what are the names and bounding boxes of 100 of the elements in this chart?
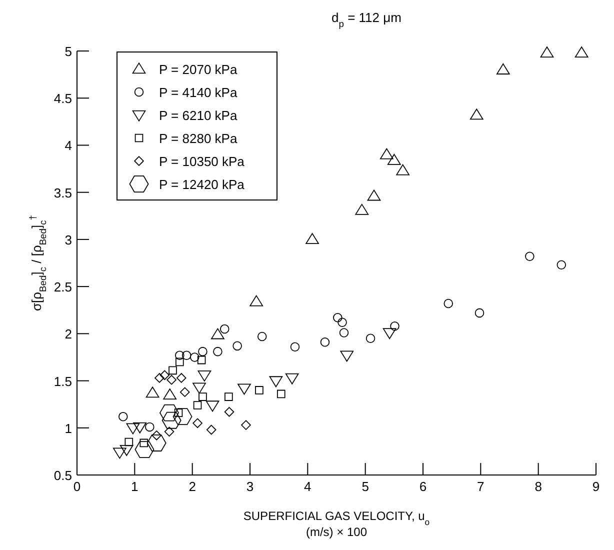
- point: [290, 342, 300, 352]
- point: [140, 438, 148, 448]
- point: [382, 328, 396, 340]
- point: [474, 308, 484, 318]
- point: [241, 420, 251, 430]
- point: [367, 190, 381, 201]
- point: [146, 386, 160, 398]
- y-tick-label: 2: [64, 326, 72, 342]
- y-tick-label: 1: [64, 420, 72, 436]
- point: [556, 260, 566, 270]
- point: [145, 422, 154, 432]
- x-tick-label: 6: [419, 479, 427, 494]
- point: [232, 341, 242, 351]
- legend-label: P = 6210 kPa: [159, 108, 238, 123]
- point: [525, 252, 534, 262]
- legend-label: P = 4140 kPa: [159, 85, 238, 100]
- point: [176, 373, 186, 383]
- point: [333, 313, 342, 322]
- point: [366, 334, 376, 344]
- x-tick-label: 0: [73, 479, 81, 494]
- point: [320, 338, 330, 347]
- point: [133, 422, 147, 434]
- point: [154, 373, 164, 383]
- legend-label: P = 8280 kPa: [159, 131, 238, 146]
- point: [390, 322, 400, 331]
- point: [238, 384, 251, 395]
- point: [338, 318, 347, 327]
- point: [339, 328, 349, 338]
- legend-label: P = 2070 kPa: [159, 62, 238, 77]
- y-tick-label: 3: [64, 232, 72, 248]
- point: [396, 164, 410, 176]
- point: [198, 346, 208, 356]
- point: [192, 418, 202, 428]
- x-tick-label: 4: [304, 479, 312, 494]
- point: [355, 204, 369, 215]
- point: [224, 406, 234, 417]
- point: [206, 400, 220, 412]
- y-tick-label: 2.5: [54, 280, 72, 295]
- point: [285, 373, 299, 384]
- point: [124, 438, 134, 446]
- point: [496, 63, 510, 74]
- x-tick-label: 5: [362, 479, 369, 494]
- point: [160, 404, 179, 422]
- point: [197, 356, 206, 364]
- point: [162, 412, 182, 429]
- point: [220, 324, 230, 334]
- y-tick-label: 4.5: [54, 91, 72, 106]
- chart-title: d$_{p}$ = 112 μm: [332, 10, 402, 29]
- point: [164, 426, 174, 437]
- point: [444, 298, 454, 308]
- point: [470, 108, 484, 120]
- point: [257, 332, 267, 342]
- point: [120, 444, 134, 456]
- point: [168, 366, 177, 375]
- text: SUPERFICIAL GAS VELOCITY, u$_{o}$ (m/s) × 100: [243, 509, 430, 539]
- x-tick-label: 9: [592, 479, 600, 494]
- x-tick-label: 3: [246, 479, 254, 494]
- x-tick-label: 7: [477, 479, 484, 494]
- point: [211, 328, 224, 340]
- x-tick-label: 1: [131, 479, 138, 494]
- y-tick-label: 5: [64, 44, 72, 59]
- point: [255, 386, 264, 394]
- point: [250, 295, 264, 306]
- point: [192, 382, 206, 394]
- point: [306, 233, 319, 244]
- point: [175, 358, 184, 366]
- point: [574, 46, 588, 58]
- point: [172, 408, 192, 426]
- point: [198, 370, 212, 382]
- point: [380, 148, 394, 160]
- point: [112, 448, 126, 459]
- point: [126, 423, 140, 434]
- point: [175, 350, 184, 360]
- y-tick-label: 0.5: [54, 468, 72, 483]
- point: [276, 390, 286, 398]
- legend-label: P = 10350 kPa: [159, 154, 246, 169]
- point: [160, 370, 170, 380]
- x-tick-label: 2: [188, 479, 196, 494]
- point: [146, 434, 166, 452]
- point: [224, 392, 233, 401]
- point: [198, 392, 207, 401]
- point: [213, 346, 222, 356]
- point: [540, 46, 554, 58]
- y-tick-label: 1.5: [54, 374, 72, 389]
- y-tick-label: 3.5: [54, 185, 72, 200]
- point: [269, 376, 283, 388]
- legend-label: P = 12420 kPa: [159, 177, 246, 192]
- point: [118, 412, 128, 422]
- x-tick-label: 8: [534, 479, 542, 494]
- y-tick-label: 4: [64, 138, 72, 154]
- point: [180, 387, 190, 397]
- point: [182, 350, 192, 360]
- point: [206, 424, 216, 435]
- point: [193, 401, 202, 410]
- point: [387, 154, 401, 165]
- point: [152, 430, 162, 440]
- point: [340, 350, 354, 362]
- point: [190, 352, 200, 362]
- point: [163, 388, 177, 400]
- point: [166, 374, 176, 385]
